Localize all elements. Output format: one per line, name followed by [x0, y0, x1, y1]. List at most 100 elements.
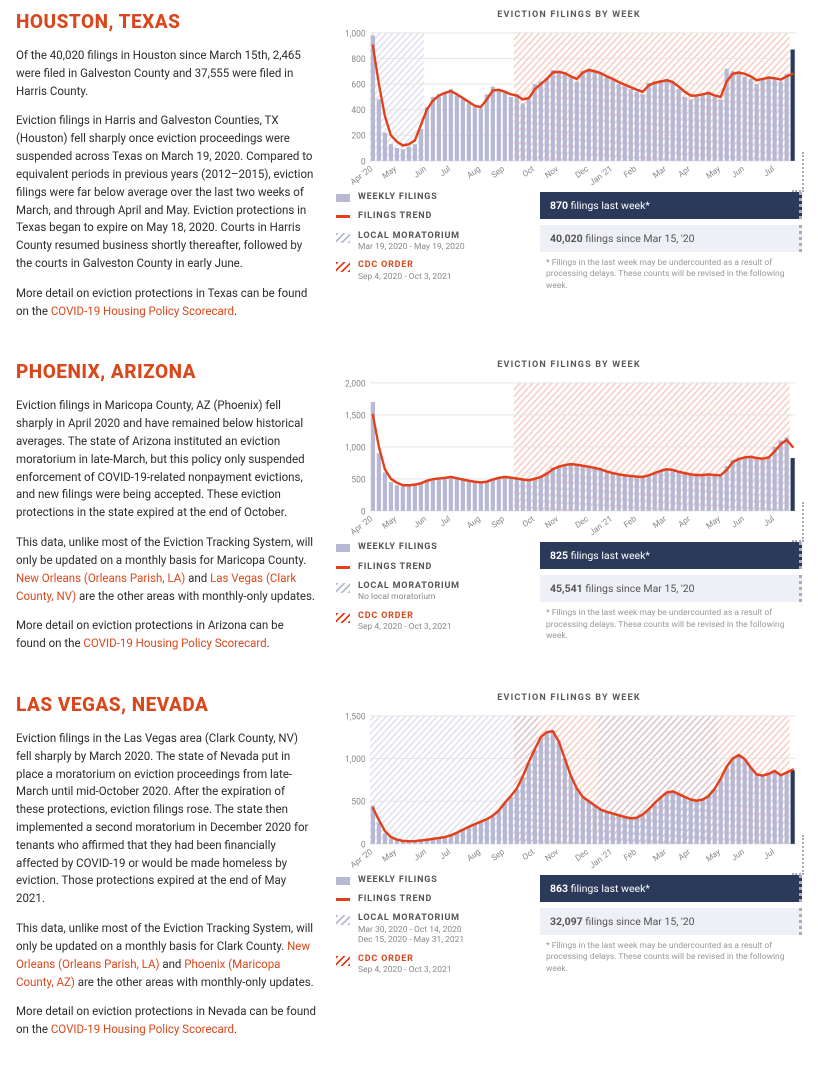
stat-last-week: 825 filings last week* — [540, 542, 802, 569]
link-city-1[interactable]: New Orleans (Orleans Parish, LA) — [16, 571, 185, 585]
svg-text:Feb: Feb — [622, 514, 638, 531]
para-3: More detail on eviction protections in N… — [16, 1003, 316, 1039]
svg-text:Jun: Jun — [730, 847, 746, 864]
svg-text:Jun: Jun — [730, 164, 746, 181]
stat-column: 870 filings last week* 40,020 filings si… — [540, 192, 802, 292]
svg-text:Jul: Jul — [762, 847, 776, 862]
svg-text:Sep: Sep — [490, 164, 507, 181]
para-1: Eviction filings in Maricopa County, AZ … — [16, 397, 316, 522]
chart-title: EVICTION FILINGS BY WEEK — [336, 360, 802, 370]
svg-text:Oct: Oct — [521, 847, 537, 863]
stat-column: 863 filings last week* 32,097 filings si… — [540, 875, 802, 984]
legend-weekly: WEEKLY FILINGS — [358, 875, 438, 886]
svg-text:Jan '21: Jan '21 — [588, 164, 614, 186]
city-block-houston: HOUSTON, TEXASOf the 40,020 filings in H… — [16, 10, 802, 332]
legend-moratorium: LOCAL MORATORIUMMar 19, 2020 - May 19, 2… — [358, 231, 465, 253]
svg-text:Jul: Jul — [762, 164, 776, 179]
city-block-lasvegas: LAS VEGAS, NEVADA Eviction filings in the… — [16, 693, 802, 1051]
city-text: LAS VEGAS, NEVADA Eviction filings in the… — [16, 693, 316, 1051]
svg-text:Apr: Apr — [677, 164, 693, 180]
moratorium-icon — [336, 915, 350, 925]
svg-text:Sep: Sep — [490, 514, 507, 531]
policy-scorecard-link[interactable]: COVID-19 Housing Policy Scorecard — [83, 636, 266, 650]
city-text: HOUSTON, TEXASOf the 40,020 filings in H… — [16, 10, 316, 332]
cdc-icon — [336, 262, 350, 272]
cdc-icon — [336, 613, 350, 623]
line-icon — [336, 215, 350, 218]
svg-text:400: 400 — [351, 106, 365, 116]
city-chart-column: EVICTION FILINGS BY WEEK 05001,0001,5002… — [336, 360, 802, 665]
svg-text:Jul: Jul — [438, 164, 452, 179]
svg-text:Jul: Jul — [438, 847, 452, 862]
svg-text:Jul: Jul — [762, 514, 776, 529]
legend-moratorium: LOCAL MORATORIUMMar 30, 2020 - Oct 14, 2… — [358, 913, 464, 946]
connector-line — [792, 152, 804, 192]
svg-text:800: 800 — [351, 55, 365, 65]
stat-last-week: 863 filings last week* — [540, 875, 802, 902]
legend-cdc: CDC ORDERSep 4, 2020 - Oct 3, 2021 — [358, 260, 452, 282]
legend: WEEKLY FILINGS FILINGS TREND LOCAL MORAT… — [336, 192, 526, 292]
para-2: Eviction filings in Harris and Galveston… — [16, 112, 316, 272]
legend: WEEKLY FILINGS FILINGS TREND LOCAL MORAT… — [336, 875, 526, 984]
stat-total: 40,020 filings since Mar 15, '20 — [540, 225, 802, 252]
svg-text:2,000: 2,000 — [345, 379, 366, 389]
svg-text:200: 200 — [351, 131, 365, 141]
svg-text:Nov: Nov — [543, 847, 560, 864]
svg-text:May: May — [381, 514, 399, 532]
bar-icon — [336, 544, 350, 552]
moratorium-icon — [336, 233, 350, 243]
line-icon — [336, 898, 350, 901]
stat-total: 45,541 filings since Mar 15, '20 — [540, 575, 802, 602]
svg-text:Jul: Jul — [438, 514, 452, 529]
footnote: * Filings in the last week may be underc… — [540, 608, 802, 642]
svg-text:Mar: Mar — [651, 164, 668, 181]
svg-text:May: May — [381, 847, 399, 865]
svg-text:1,000: 1,000 — [345, 443, 366, 453]
legend-cdc: CDC ORDERSep 4, 2020 - Oct 3, 2021 — [358, 611, 452, 633]
para-2: This data, unlike most of the Eviction T… — [16, 534, 316, 605]
chart-panel: 05001,0001,5002,000Apr '20MayJunJulAugSe… — [336, 376, 802, 536]
legend: WEEKLY FILINGS FILINGS TREND LOCAL MORAT… — [336, 542, 526, 642]
legend-weekly: WEEKLY FILINGS — [358, 192, 438, 203]
legend-moratorium: LOCAL MORATORIUMNo local moratorium — [358, 581, 460, 603]
svg-text:Nov: Nov — [543, 514, 560, 531]
legend-trend: FILINGS TREND — [358, 562, 432, 573]
footnote: * Filings in the last week may be underc… — [540, 258, 802, 292]
svg-text:1,500: 1,500 — [345, 411, 366, 421]
chart-panel: 02004006008001,000Apr '20MayJunJulAugSep… — [336, 26, 802, 186]
city-block-phoenix: PHOENIX, ARIZONAEviction filings in Mari… — [16, 360, 802, 665]
svg-text:May: May — [381, 164, 399, 182]
svg-text:500: 500 — [351, 797, 365, 807]
policy-scorecard-link[interactable]: COVID-19 Housing Policy Scorecard — [51, 1022, 234, 1036]
svg-text:Oct: Oct — [521, 164, 537, 180]
connector-line — [792, 835, 804, 875]
city-chart-column: EVICTION FILINGS BY WEEK 02004006008001,… — [336, 10, 802, 332]
svg-text:May: May — [705, 164, 723, 182]
svg-text:Sep: Sep — [490, 847, 507, 864]
svg-text:Oct: Oct — [521, 514, 537, 530]
svg-text:Jun: Jun — [412, 514, 428, 531]
legend-trend: FILINGS TREND — [358, 211, 432, 222]
svg-text:600: 600 — [351, 80, 365, 90]
svg-text:Jun: Jun — [412, 164, 428, 181]
svg-text:1,000: 1,000 — [345, 755, 366, 765]
svg-text:Apr: Apr — [677, 514, 693, 530]
city-title: LAS VEGAS, NEVADA — [16, 693, 316, 716]
svg-text:Jan '21: Jan '21 — [588, 847, 614, 869]
svg-text:May: May — [705, 847, 723, 865]
svg-text:1,000: 1,000 — [345, 29, 366, 39]
legend-weekly: WEEKLY FILINGS — [358, 542, 438, 553]
svg-text:Jun: Jun — [730, 514, 746, 531]
policy-scorecard-link[interactable]: COVID-19 Housing Policy Scorecard — [51, 304, 234, 318]
svg-text:Aug: Aug — [466, 514, 483, 531]
svg-text:May: May — [705, 514, 723, 532]
svg-text:Jun: Jun — [412, 847, 428, 864]
svg-text:Mar: Mar — [651, 847, 668, 864]
svg-text:500: 500 — [351, 475, 365, 485]
stat-column: 825 filings last week* 45,541 filings si… — [540, 542, 802, 642]
bar-icon — [336, 194, 350, 202]
para-1: Eviction filings in the Las Vegas area (… — [16, 730, 316, 908]
svg-text:Nov: Nov — [543, 164, 560, 181]
city-text: PHOENIX, ARIZONAEviction filings in Mari… — [16, 360, 316, 665]
connector-line — [792, 502, 804, 542]
